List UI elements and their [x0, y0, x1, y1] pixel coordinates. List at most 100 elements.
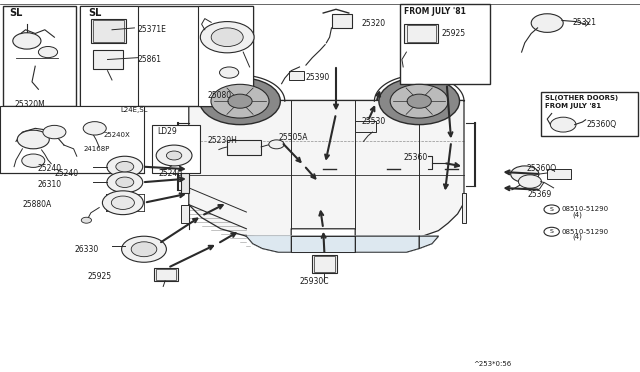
Bar [332, 14, 352, 28]
Text: 25321: 25321 [573, 18, 596, 27]
Bar [0, 106, 144, 173]
Polygon shape [419, 236, 438, 248]
Text: S: S [550, 207, 554, 212]
Text: (4): (4) [573, 234, 582, 240]
Bar [314, 256, 335, 272]
Circle shape [131, 242, 157, 257]
Circle shape [550, 117, 576, 132]
Bar [227, 140, 261, 155]
Circle shape [518, 175, 541, 188]
Circle shape [200, 78, 280, 125]
Text: 25230H: 25230H [208, 136, 238, 145]
Circle shape [407, 94, 431, 108]
Circle shape [83, 122, 106, 135]
Bar [289, 71, 304, 80]
Text: 25320: 25320 [362, 19, 386, 28]
Text: 08510-51290: 08510-51290 [562, 206, 609, 212]
Circle shape [107, 172, 143, 193]
Circle shape [107, 156, 143, 177]
Bar [181, 205, 189, 223]
Circle shape [122, 236, 166, 262]
Bar [547, 169, 571, 179]
Text: SL(OTHER DOORS): SL(OTHER DOORS) [545, 95, 618, 101]
Text: SL: SL [88, 8, 102, 18]
Text: 25880A: 25880A [22, 200, 52, 209]
Circle shape [544, 205, 559, 214]
Text: ^253*0:56: ^253*0:56 [474, 361, 512, 367]
Circle shape [116, 161, 134, 172]
Text: 25930C: 25930C [300, 277, 329, 286]
Text: (4): (4) [573, 211, 582, 218]
Text: SL: SL [10, 8, 23, 18]
Bar [152, 125, 200, 173]
Text: 26310: 26310 [37, 180, 61, 189]
Circle shape [390, 84, 448, 118]
Circle shape [269, 140, 284, 149]
Circle shape [379, 78, 460, 125]
Text: 25925: 25925 [442, 29, 466, 38]
Circle shape [116, 177, 134, 187]
Text: 25240: 25240 [159, 169, 183, 178]
Bar [407, 25, 436, 42]
Text: 25240: 25240 [37, 164, 61, 173]
Polygon shape [291, 236, 355, 252]
Bar [93, 20, 124, 42]
Text: 25371E: 25371E [138, 25, 166, 34]
Circle shape [511, 166, 539, 182]
Circle shape [111, 196, 134, 209]
Circle shape [166, 151, 182, 160]
Bar [80, 6, 138, 106]
Text: FROM JULY '81: FROM JULY '81 [404, 7, 467, 16]
Text: LD29: LD29 [157, 127, 177, 136]
Circle shape [17, 130, 49, 149]
Text: 25320M: 25320M [14, 100, 45, 109]
Text: 24168P: 24168P [83, 146, 109, 152]
Circle shape [22, 154, 45, 167]
Bar [404, 24, 438, 43]
Text: FROM JULY '81: FROM JULY '81 [545, 103, 602, 109]
Polygon shape [189, 100, 464, 238]
Bar [355, 121, 376, 132]
Text: 25360: 25360 [403, 153, 428, 161]
Bar [93, 50, 123, 69]
Circle shape [38, 46, 58, 58]
Polygon shape [246, 236, 438, 252]
Circle shape [531, 14, 563, 32]
Text: 25369: 25369 [528, 190, 552, 199]
Bar [3, 6, 76, 106]
Circle shape [211, 28, 243, 46]
Circle shape [156, 145, 192, 166]
Bar [80, 6, 253, 106]
Bar [156, 269, 176, 280]
Bar [154, 268, 178, 281]
Bar [181, 141, 189, 193]
Bar [198, 6, 253, 106]
Polygon shape [355, 236, 419, 252]
Text: L24E,SL: L24E,SL [120, 107, 148, 113]
Text: 25390: 25390 [306, 73, 330, 81]
Polygon shape [246, 236, 291, 252]
Text: 25360Q: 25360Q [587, 120, 617, 129]
Text: 25505A: 25505A [278, 133, 308, 142]
Circle shape [102, 191, 143, 215]
Text: 25240: 25240 [54, 169, 79, 177]
Bar [541, 92, 638, 136]
Text: 25080: 25080 [208, 91, 232, 100]
Text: 25925: 25925 [88, 272, 112, 280]
Circle shape [211, 84, 269, 118]
Text: 25360Q: 25360Q [526, 164, 556, 173]
Circle shape [544, 227, 559, 236]
Circle shape [13, 33, 41, 49]
Bar [400, 4, 490, 84]
Circle shape [228, 94, 252, 108]
Text: 25530: 25530 [362, 117, 386, 126]
Bar [462, 193, 466, 223]
Text: 26330: 26330 [75, 245, 99, 254]
Text: 25240X: 25240X [104, 132, 131, 138]
Text: 25861: 25861 [138, 55, 161, 64]
Text: 08510-51290: 08510-51290 [562, 229, 609, 235]
Bar [91, 19, 126, 43]
Circle shape [81, 217, 92, 223]
Circle shape [43, 125, 66, 139]
Circle shape [220, 67, 239, 78]
